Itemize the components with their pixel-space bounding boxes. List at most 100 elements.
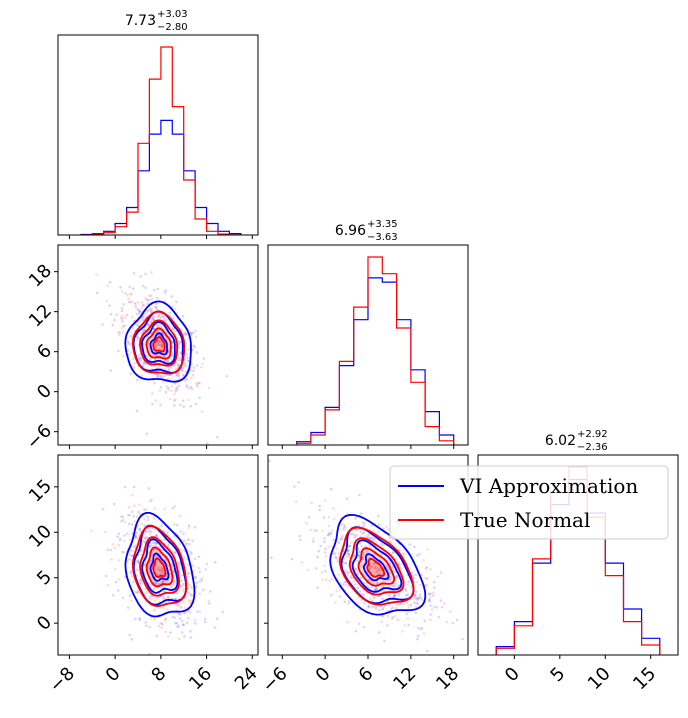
true-sample-point: [133, 546, 136, 549]
true-sample-point: [145, 515, 149, 518]
true-sample-point: [327, 524, 331, 528]
vi-contour-line: [149, 332, 169, 356]
vi-sample-point: [141, 284, 145, 288]
true-sample-point: [372, 561, 376, 565]
panel-frame: [57, 34, 259, 236]
vi-sample-point: [132, 365, 136, 369]
true-contour-line: [366, 557, 386, 578]
vi-sample-point: [393, 584, 396, 588]
true-sample-point: [341, 534, 344, 538]
true-sample-point: [414, 594, 417, 597]
true-sample-point: [160, 374, 163, 378]
vi-sample-point: [376, 595, 380, 598]
true-sample-point: [198, 382, 201, 385]
true-sample-point: [143, 592, 147, 595]
vi-sample-point: [420, 626, 424, 630]
true-sample-point: [180, 548, 184, 552]
vi-sample-point: [155, 302, 158, 305]
vi-contour-line: [340, 526, 415, 605]
true-sample-point: [138, 578, 141, 582]
vi-sample-point: [382, 527, 385, 530]
true-sample-point: [380, 620, 383, 624]
true-sample-point: [397, 561, 401, 564]
true-sample-point: [155, 353, 159, 357]
true-sample-point: [167, 388, 170, 392]
vi-sample-point: [175, 621, 178, 625]
true-sample-point: [340, 537, 343, 541]
true-sample-point: [342, 526, 346, 529]
true-sample-point: [147, 530, 151, 533]
true-contour-line: [139, 536, 181, 597]
vi-sample-point: [323, 551, 327, 554]
vi-sample-point: [369, 579, 372, 583]
true-sample-point: [182, 601, 185, 604]
true-sample-point: [127, 505, 131, 509]
vi-sample-point: [343, 600, 347, 604]
true-sample-point: [187, 538, 191, 541]
true-sample-point: [197, 566, 201, 570]
vi-sample-point: [153, 566, 157, 570]
vi-sample-point: [131, 510, 134, 513]
true-sample-point: [375, 569, 379, 572]
true-sample-point: [166, 377, 170, 381]
vi-sample-point: [328, 532, 332, 535]
vi-sample-point: [144, 621, 147, 624]
true-sample-point: [164, 630, 168, 633]
vi-sample-point: [413, 593, 417, 596]
vi-sample-point: [145, 530, 148, 534]
vi-sample-point: [340, 536, 344, 539]
vi-sample-point: [417, 597, 420, 600]
true-sample-point: [161, 623, 164, 626]
true-sample-point: [345, 556, 348, 559]
true-sample-point: [200, 410, 204, 413]
true-sample-point: [138, 312, 141, 316]
vi-sample-point: [316, 555, 319, 559]
vi-sample-point: [425, 583, 428, 587]
vi-sample-point: [166, 359, 169, 363]
true-sample-point: [330, 593, 334, 596]
true-sample-point: [198, 592, 202, 596]
vi-sample-point: [208, 602, 211, 605]
true-sample-point: [122, 354, 125, 358]
true-sample-point: [130, 599, 133, 603]
x-tick-label: 15: [629, 663, 660, 694]
vi-sample-point: [372, 596, 376, 599]
true-sample-point: [147, 341, 150, 345]
true-sample-point: [352, 533, 356, 536]
vi-sample-point: [188, 542, 191, 546]
true-sample-point: [150, 307, 154, 310]
vi-sample-point: [334, 556, 338, 559]
vi-sample-point: [164, 559, 167, 562]
true-sample-point: [133, 520, 137, 523]
vi-sample-point: [342, 528, 346, 531]
vi-sample-point: [358, 541, 362, 545]
vi-sample-point: [166, 530, 169, 534]
vi-sample-point: [182, 405, 186, 409]
true-sample-point: [133, 301, 136, 305]
true-sample-point: [432, 591, 435, 595]
vi-sample-point: [166, 595, 170, 599]
vi-sample-point: [337, 541, 341, 544]
vi-sample-point: [127, 522, 131, 526]
true-sample-point: [442, 602, 446, 605]
vi-sample-point: [190, 586, 193, 589]
true-sample-point: [156, 573, 160, 577]
vi-sample-point: [363, 581, 366, 585]
true-sample-point: [130, 293, 133, 296]
true-sample-point: [375, 565, 378, 569]
true-sample-point: [378, 567, 382, 570]
true-sample-point: [161, 380, 165, 384]
true-sample-point: [183, 606, 187, 610]
vi-sample-point: [343, 525, 347, 528]
vi-sample-point: [147, 323, 151, 327]
vi-sample-point: [169, 631, 172, 634]
contour-panel-0-1: [95, 270, 229, 445]
vi-sample-point: [130, 554, 133, 558]
vi-sample-point: [388, 603, 391, 606]
vi-sample-point: [344, 561, 348, 565]
vi-sample-point: [428, 600, 431, 603]
true-contour-line: [348, 537, 405, 596]
y-tick-label: 0: [33, 380, 56, 403]
vi-sample-point: [360, 544, 364, 548]
true-sample-point: [390, 617, 394, 620]
